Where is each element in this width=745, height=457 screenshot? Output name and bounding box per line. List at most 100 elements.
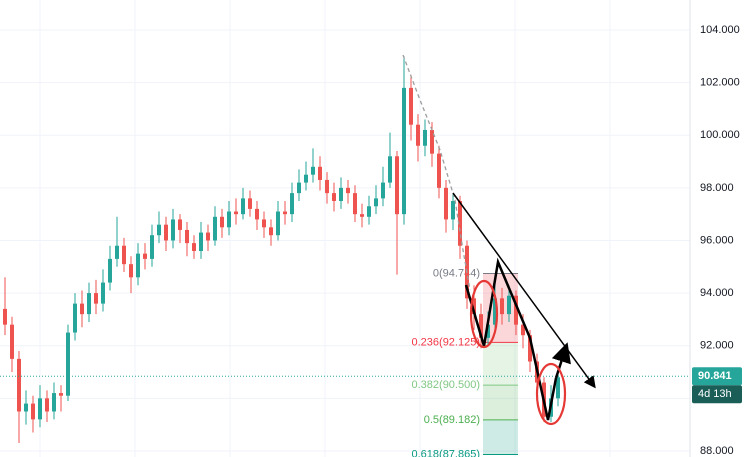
- candle-body: [276, 211, 280, 236]
- candle-body: [262, 219, 266, 228]
- candle-body: [514, 295, 518, 325]
- candle-body: [381, 182, 385, 199]
- candle-body: [339, 187, 343, 202]
- fib-label: 0.5(89.182): [424, 414, 480, 426]
- y-tick-label: 94.000: [700, 287, 734, 299]
- candle-body: [304, 174, 308, 183]
- candle-body: [556, 377, 560, 399]
- candle-body: [444, 187, 448, 220]
- candle-body: [409, 87, 413, 125]
- candle-body: [3, 308, 7, 325]
- highlight-ellipse: [469, 279, 499, 349]
- candle-body: [388, 156, 392, 183]
- candle-body: [311, 166, 315, 175]
- candle-body: [157, 224, 161, 236]
- candle-body: [332, 193, 336, 202]
- candle-body: [136, 253, 140, 278]
- candle-body: [318, 166, 322, 180]
- countdown-badge: [692, 385, 742, 404]
- fib-label: 0.236(92.125): [412, 336, 481, 348]
- candle-body: [143, 253, 147, 259]
- candle-body: [297, 182, 301, 194]
- candle-body: [220, 216, 224, 228]
- candle-body: [423, 129, 427, 146]
- fib-band: [483, 385, 518, 420]
- candle-body: [374, 198, 378, 207]
- candle-body: [192, 243, 196, 251]
- candle-body: [24, 403, 28, 412]
- y-tick-label: 102.000: [700, 77, 740, 89]
- candle-body: [493, 298, 497, 325]
- fib-label: 0.382(90.500): [412, 379, 481, 391]
- candle-body: [507, 295, 511, 315]
- candle-body: [150, 235, 154, 259]
- candle-body: [45, 398, 49, 412]
- candle-body: [234, 211, 238, 215]
- candle-body: [241, 198, 245, 215]
- candle-body: [17, 358, 21, 412]
- candle-body: [472, 298, 476, 315]
- candle-body: [479, 314, 483, 338]
- y-tick-label: 92.000: [700, 340, 734, 352]
- candle-body: [346, 187, 350, 194]
- price-label: 90.841: [698, 370, 732, 382]
- pattern-line: [402, 54, 471, 291]
- annotations: [402, 54, 596, 426]
- zigzag-arrows: [464, 257, 558, 421]
- fib-band: [483, 419, 518, 455]
- fib-label: 0.618(87.865): [412, 448, 481, 457]
- candle-body: [199, 232, 203, 251]
- candle-body: [430, 129, 434, 154]
- candle-body: [528, 335, 532, 362]
- candle-body: [206, 232, 210, 241]
- candle-body: [59, 393, 63, 396]
- candle-body: [360, 214, 364, 217]
- candle-body: [101, 282, 105, 304]
- candle-body: [283, 211, 287, 215]
- candle-body: [255, 208, 259, 220]
- candle-body: [486, 324, 490, 338]
- price-badge: [692, 367, 742, 386]
- candle-body: [52, 393, 56, 412]
- fib-band: [483, 342, 518, 386]
- y-tick-label: 104.000: [700, 24, 740, 36]
- candle-body: [164, 224, 168, 241]
- candle-body: [213, 216, 217, 241]
- candle-body: [171, 219, 175, 241]
- candle-body: [269, 227, 273, 236]
- candle-body: [458, 201, 462, 246]
- candle-body: [353, 193, 357, 215]
- candle-body: [31, 403, 35, 420]
- candle-body: [115, 245, 119, 259]
- candle-body: [10, 324, 14, 359]
- candle-body: [122, 245, 126, 265]
- countdown-label: 4d 13h: [698, 388, 732, 400]
- y-tick-label: 96.000: [700, 234, 734, 246]
- candle-body: [290, 193, 294, 215]
- candle-body: [129, 264, 133, 278]
- candle-body: [94, 293, 98, 304]
- candle-body: [416, 124, 420, 146]
- candle-body: [38, 398, 42, 420]
- candle-body: [402, 87, 406, 215]
- candle-body: [73, 303, 77, 333]
- arrow: [551, 342, 571, 379]
- candle-body: [108, 258, 112, 283]
- y-tick-label: 100.000: [700, 129, 740, 141]
- fib-label: 0(94.744): [433, 267, 480, 279]
- candle-body: [521, 324, 525, 336]
- candle-body: [87, 293, 91, 315]
- y-tick-label: 98.000: [700, 182, 734, 194]
- candle-body: [185, 229, 189, 244]
- candle-body: [325, 179, 329, 194]
- candle-body: [395, 156, 399, 215]
- candle-body: [227, 211, 231, 228]
- candle-body: [451, 201, 455, 220]
- candle-body: [500, 298, 504, 315]
- candle-body: [80, 303, 84, 315]
- candle-body: [248, 198, 252, 209]
- candle-body: [437, 153, 441, 188]
- candle-body: [178, 219, 182, 230]
- candle-body: [66, 332, 70, 396]
